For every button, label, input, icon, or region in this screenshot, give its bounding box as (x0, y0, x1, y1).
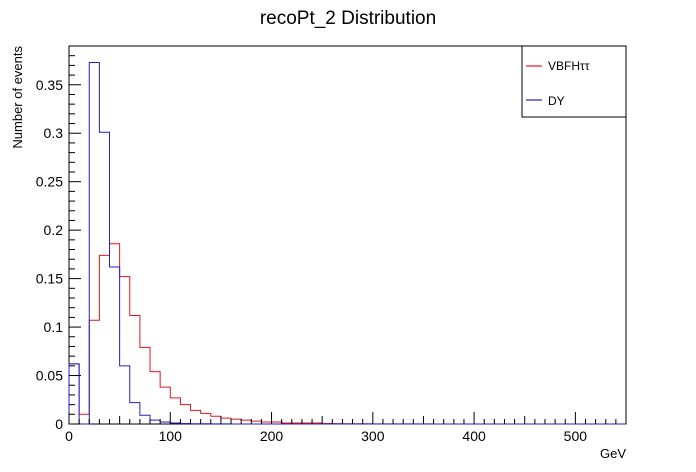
series-dy-line (68, 61, 626, 425)
x-tick-label: 500 (564, 428, 588, 444)
y-tick-label: 0.35 (36, 77, 63, 93)
y-tick-label: 0.3 (44, 125, 64, 141)
y-tick-label: 0.2 (44, 222, 64, 238)
x-axis: 0 100 200 300 400 500 (65, 412, 627, 444)
y-tick-label: 0 (55, 416, 63, 432)
x-axis-label: GeV (600, 446, 626, 461)
legend-label-vbfh: VBFHττ (548, 59, 590, 73)
x-tick-label: 0 (65, 428, 73, 444)
y-axis: 0 0.05 0.1 0.15 0.2 0.25 0.3 0.35 (36, 55, 81, 432)
y-tick-label: 0.25 (36, 174, 63, 190)
legend-label-dy: DY (548, 94, 565, 108)
chart-title: recoPt_2 Distribution (260, 8, 436, 29)
x-tick-label: 200 (260, 428, 284, 444)
y-axis-label: Number of events (10, 46, 25, 149)
legend: VBFHττ DY (521, 45, 627, 118)
y-tick-label: 0.15 (36, 271, 63, 287)
series-vbfh-line (68, 243, 626, 425)
x-tick-label: 100 (159, 428, 183, 444)
x-tick-label: 300 (361, 428, 385, 444)
y-tick-label: 0.05 (36, 368, 63, 384)
legend-box (521, 45, 627, 118)
y-tick-label: 0.1 (44, 319, 64, 335)
x-tick-label: 400 (462, 428, 486, 444)
